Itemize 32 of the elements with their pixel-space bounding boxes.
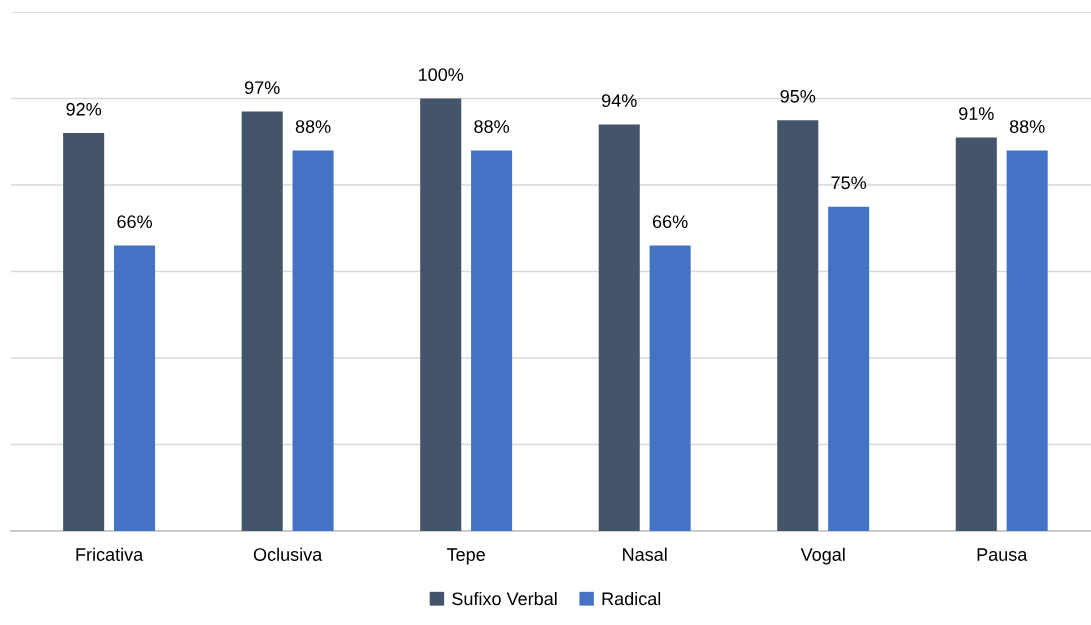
data-label: 66% (117, 215, 152, 229)
bar (292, 150, 334, 531)
data-label: 66% (652, 215, 688, 229)
bar (649, 245, 691, 531)
data-label: 100% (419, 68, 464, 82)
bar (828, 206, 870, 531)
data-label: 91% (959, 107, 994, 120)
bar (241, 111, 283, 531)
x-tick-label: Vogal (800, 547, 845, 565)
data-label: 95% (780, 89, 816, 103)
bar (1006, 150, 1048, 531)
bar (598, 124, 640, 531)
legend-label: Radical (602, 591, 661, 606)
data-label: 88% (1009, 120, 1045, 133)
data-label: 94% (602, 94, 637, 107)
x-tick-label: Pausa (977, 548, 1028, 561)
bar (471, 150, 513, 531)
x-tick-label: Nasal (623, 547, 667, 561)
x-tick-label: Fricativa (76, 547, 144, 561)
x-tick-label: Tepe (446, 548, 485, 565)
bar (114, 245, 156, 531)
data-label: 92% (66, 102, 102, 116)
bar (955, 137, 997, 531)
x-tick-label: Oclusiva (253, 547, 323, 561)
bar (777, 120, 819, 531)
data-label: 88% (474, 120, 510, 133)
bar (63, 133, 105, 531)
data-label: 88% (295, 120, 331, 133)
data-label: 75% (831, 176, 867, 190)
legend-label: Sufixo Verbal (452, 591, 557, 606)
bar (420, 98, 462, 531)
data-label: 97% (244, 81, 280, 95)
